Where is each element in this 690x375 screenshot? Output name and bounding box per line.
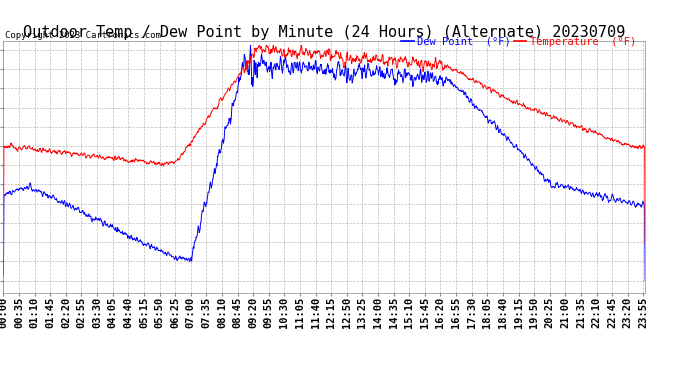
Title: Outdoor Temp / Dew Point by Minute (24 Hours) (Alternate) 20230709: Outdoor Temp / Dew Point by Minute (24 H… <box>23 25 625 40</box>
Legend: Dew Point  (°F), Temperature  (°F): Dew Point (°F), Temperature (°F) <box>397 33 640 51</box>
Text: Copyright 2023 Cartronics.com: Copyright 2023 Cartronics.com <box>5 31 161 40</box>
